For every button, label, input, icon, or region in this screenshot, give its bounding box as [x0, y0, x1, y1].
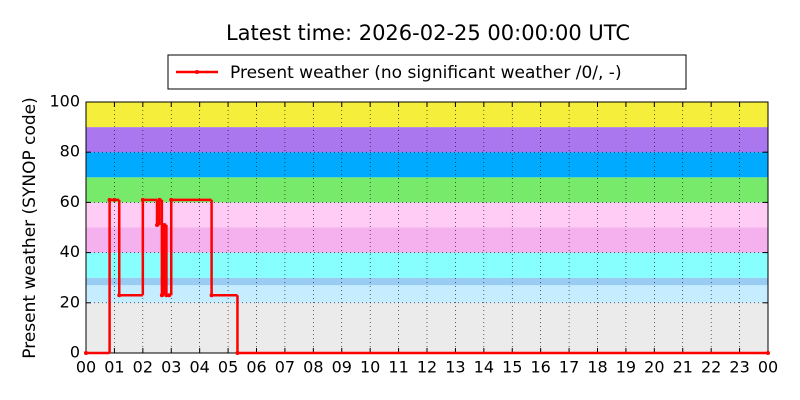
x-tick-label: 13	[445, 358, 465, 377]
data-point	[209, 293, 214, 298]
x-tick-label: 09	[332, 358, 352, 377]
data-point	[166, 293, 171, 298]
legend-label: Present weather (no significant weather …	[230, 63, 622, 83]
data-point	[140, 197, 145, 202]
x-tick-label: 17	[559, 358, 579, 377]
x-tick-label: 08	[303, 358, 323, 377]
x-tick-label: 06	[246, 358, 266, 377]
x-tick-label: 11	[388, 358, 408, 377]
background-band	[86, 127, 768, 153]
x-tick-label: 12	[417, 358, 437, 377]
y-tick-label: 0	[70, 343, 80, 362]
x-tick-label: 15	[502, 358, 522, 377]
x-tick-label: 19	[616, 358, 636, 377]
series	[84, 197, 770, 355]
data-point	[117, 293, 122, 298]
x-tick-label: 18	[587, 358, 607, 377]
x-tick-label: 07	[275, 358, 295, 377]
data-point	[162, 222, 167, 227]
data-point	[766, 351, 770, 355]
data-point	[159, 293, 164, 298]
background-band	[86, 152, 768, 178]
data-point	[157, 197, 162, 202]
x-tick-label: 23	[729, 358, 749, 377]
data-point	[107, 197, 112, 202]
x-tick-label: 10	[360, 358, 380, 377]
y-tick-label: 20	[60, 292, 80, 311]
x-tick-label: 04	[189, 358, 209, 377]
data-point	[112, 197, 117, 202]
background-band	[86, 252, 768, 278]
background-band	[86, 277, 768, 286]
x-tick-label: 00	[758, 358, 778, 377]
y-axis-label: Present weather (SYNOP code)	[20, 97, 40, 358]
data-point	[155, 222, 160, 227]
x-tick-label: 14	[474, 358, 494, 377]
chart-title: Latest time: 2026-02-25 00:00:00 UTC	[226, 21, 630, 45]
background-band	[86, 227, 768, 253]
x-tick-label: 00	[76, 358, 96, 377]
y-tick-label: 80	[60, 142, 80, 161]
x-tick-label: 16	[530, 358, 550, 377]
x-tick-label: 02	[133, 358, 153, 377]
data-point	[235, 351, 240, 355]
y-tick-label: 100	[49, 92, 80, 111]
data-point	[169, 197, 174, 202]
background-band	[86, 302, 768, 353]
x-tick-label: 22	[701, 358, 721, 377]
x-tick-label: 20	[644, 358, 664, 377]
data-point	[84, 351, 88, 355]
legend-marker	[195, 70, 199, 74]
y-tick-label: 60	[60, 192, 80, 211]
y-tick-label: 40	[60, 242, 80, 261]
x-tick-label: 03	[161, 358, 181, 377]
x-tick-label: 01	[104, 358, 124, 377]
legend-box	[167, 54, 687, 90]
x-tick-label: 21	[673, 358, 693, 377]
x-tick-label: 05	[218, 358, 238, 377]
